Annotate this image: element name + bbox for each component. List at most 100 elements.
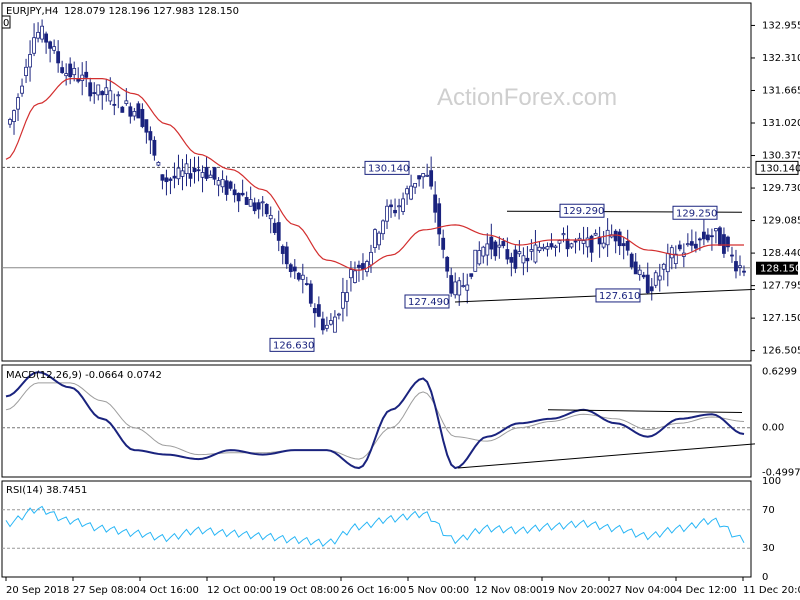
time-axis-label: 4 Dec 12:00 bbox=[676, 585, 737, 596]
candle-body bbox=[501, 241, 506, 247]
price-callout-label: 129.250 bbox=[676, 208, 717, 219]
candle-body bbox=[168, 178, 173, 181]
macd-title: MACD(12,26,9) -0.0664 0.0742 bbox=[6, 370, 162, 381]
ohlc-readout: 128.079 128.196 127.983 128.150 bbox=[64, 6, 239, 17]
candle-body bbox=[84, 71, 89, 78]
candle-body bbox=[40, 25, 44, 40]
candle-body bbox=[565, 238, 570, 250]
candle-body bbox=[425, 174, 430, 177]
candle-body bbox=[661, 263, 666, 270]
candle-body bbox=[693, 243, 698, 249]
candle-body bbox=[248, 199, 253, 207]
price-axis-label: 127.795 bbox=[762, 281, 800, 292]
time-axis-label: 19 Nov 20:00 bbox=[542, 585, 609, 596]
candle-body bbox=[20, 85, 24, 94]
candle-body bbox=[381, 220, 385, 235]
candle-body bbox=[324, 324, 329, 329]
candle-body bbox=[449, 275, 454, 294]
time-axis-label: 19 Oct 08:00 bbox=[274, 585, 339, 596]
candle-body bbox=[116, 94, 121, 97]
candle-body bbox=[88, 82, 93, 97]
candle-body bbox=[601, 242, 606, 248]
candle-body bbox=[104, 87, 109, 95]
candle-body bbox=[232, 189, 237, 196]
time-axis-label: 12 Nov 08:00 bbox=[475, 585, 542, 596]
candle-body bbox=[509, 257, 514, 263]
candle-body bbox=[220, 179, 225, 188]
candle-body bbox=[706, 234, 710, 241]
macd-layer bbox=[2, 371, 756, 470]
price-axis-label: 132.955 bbox=[762, 20, 800, 31]
candle-body bbox=[132, 111, 137, 117]
candle-body bbox=[216, 180, 221, 186]
candle-body bbox=[409, 185, 413, 200]
candle-body bbox=[200, 172, 205, 178]
time-axis-label: 20 Sep 2018 bbox=[6, 585, 69, 596]
time-axis-label: 27 Nov 04:00 bbox=[609, 585, 676, 596]
price-callout-box bbox=[595, 288, 641, 303]
macd-axis-label: 0.6299 bbox=[762, 366, 797, 377]
price-callout-label: 127.610 bbox=[599, 291, 640, 302]
candle-body bbox=[521, 255, 526, 264]
candle-body bbox=[108, 90, 113, 102]
candle-body bbox=[240, 192, 245, 196]
candle-body bbox=[357, 264, 361, 268]
rsi-layer bbox=[2, 505, 751, 549]
candle-body bbox=[288, 264, 293, 273]
symbol-title: EURJPY,H4 bbox=[6, 6, 59, 17]
candle-body bbox=[112, 103, 117, 106]
candle-body bbox=[401, 198, 405, 212]
candle-body bbox=[385, 205, 389, 222]
candle-body bbox=[72, 67, 77, 76]
candle-body bbox=[517, 251, 522, 255]
candle-body bbox=[204, 166, 209, 179]
candle-body bbox=[337, 313, 341, 316]
time-axis-label: 4 Oct 16:00 bbox=[140, 585, 199, 596]
macd-axis-label: 0.00 bbox=[762, 423, 784, 434]
candle-body bbox=[673, 253, 678, 265]
candle-body bbox=[561, 233, 566, 236]
candle-body bbox=[144, 119, 149, 133]
candle-body bbox=[361, 263, 365, 270]
candle-body bbox=[533, 244, 538, 263]
candle-body bbox=[16, 97, 20, 110]
candle-body bbox=[140, 108, 145, 127]
candle-body bbox=[224, 180, 229, 195]
candle-body bbox=[260, 201, 265, 204]
candle-body bbox=[437, 203, 442, 235]
price-axis-label: 131.665 bbox=[762, 85, 800, 96]
candle-body bbox=[120, 106, 125, 113]
macd-panel bbox=[1, 364, 752, 478]
price-axis-label: 126.505 bbox=[762, 346, 800, 357]
candle-body bbox=[465, 284, 470, 291]
candle-body bbox=[280, 246, 285, 254]
candle-body bbox=[188, 173, 193, 179]
current-price-label: 128.150 bbox=[760, 264, 800, 275]
candle-body bbox=[292, 266, 297, 272]
level-tag-box bbox=[755, 160, 799, 175]
candle-body bbox=[469, 273, 474, 277]
current-price-box bbox=[756, 261, 798, 275]
candle-body bbox=[397, 205, 401, 208]
candle-body bbox=[689, 241, 694, 246]
candle-body bbox=[573, 240, 578, 243]
candle-body bbox=[244, 197, 249, 205]
moving-average-line bbox=[5, 78, 744, 271]
candle-body bbox=[497, 244, 502, 248]
candle-body bbox=[268, 214, 273, 220]
candle-body bbox=[272, 222, 277, 233]
time-axis-label: 5 Nov 00:00 bbox=[408, 585, 469, 596]
candle-body bbox=[192, 167, 197, 173]
candle-body bbox=[738, 265, 742, 268]
candle-body bbox=[312, 308, 317, 314]
candle-body bbox=[208, 174, 213, 179]
candle-body bbox=[473, 249, 478, 272]
rsi-panel bbox=[1, 480, 752, 578]
candle-body bbox=[365, 261, 369, 273]
candle-body bbox=[641, 274, 646, 278]
candle-body bbox=[421, 173, 426, 178]
candle-body bbox=[56, 51, 61, 64]
price-axis-label: 127.150 bbox=[762, 313, 800, 324]
candle-body bbox=[124, 100, 129, 104]
